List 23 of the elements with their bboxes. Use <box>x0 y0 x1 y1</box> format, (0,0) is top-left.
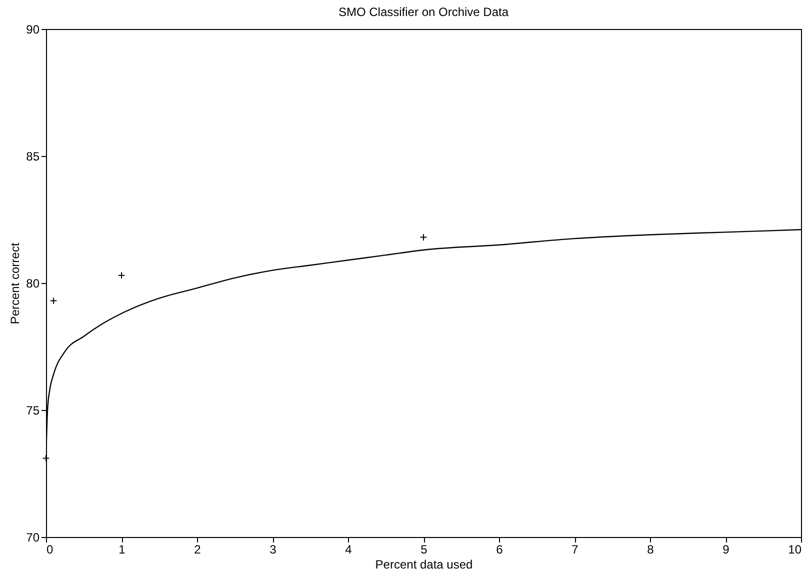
x-tick-label: 10 <box>788 542 802 556</box>
x-tick-label: 7 <box>572 542 579 556</box>
x-tick-label: 5 <box>420 542 428 556</box>
point <box>420 234 428 241</box>
y-tick-label: 85 <box>26 150 40 164</box>
x-tick-label: 8 <box>647 542 654 556</box>
y-tick-label: 80 <box>26 276 40 290</box>
point <box>118 272 126 280</box>
x-tick-label: 4 <box>345 542 352 556</box>
y-tick-label: 90 <box>26 22 40 36</box>
point <box>50 297 58 304</box>
point <box>42 454 50 462</box>
x-tick-label: 1 <box>118 542 126 556</box>
x-tick-label: 6 <box>496 542 504 556</box>
y-tick-label: 70 <box>26 530 40 544</box>
x-tick-label: 2 <box>194 542 202 556</box>
x-tick-label: 9 <box>722 542 730 556</box>
y-axis-title: Percent correct <box>8 242 22 324</box>
x-tick-label: 0 <box>46 542 54 556</box>
x-axis-title: Percent data used <box>375 558 473 572</box>
x-tick-label: 3 <box>270 542 277 556</box>
y-tick-label: 75 <box>26 404 40 418</box>
chart-title: SMO Classifier on Orchive Data <box>338 5 509 19</box>
